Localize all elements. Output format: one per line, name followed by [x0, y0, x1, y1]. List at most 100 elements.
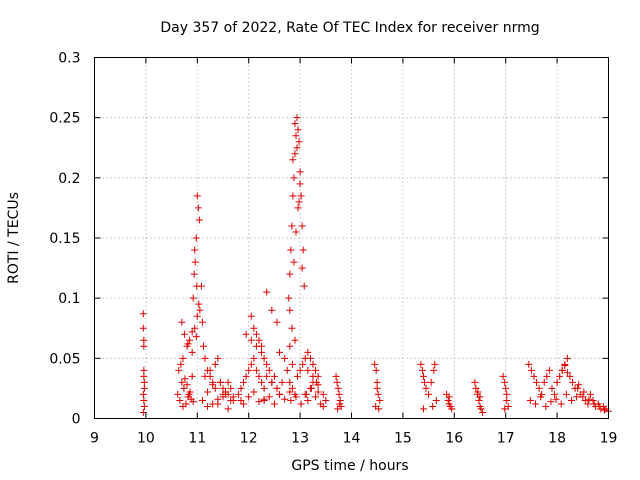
data-point: [547, 398, 555, 406]
data-point: [291, 120, 299, 128]
data-point: [297, 400, 305, 408]
data-point: [204, 402, 212, 410]
data-point: [530, 372, 538, 380]
chart-title: Day 357 of 2022, Rate Of TEC Index for r…: [160, 20, 539, 36]
data-point: [255, 372, 263, 380]
data-point: [140, 366, 148, 374]
data-point: [180, 384, 188, 392]
data-point: [503, 396, 511, 404]
data-point: [298, 222, 306, 230]
data-point: [189, 398, 197, 406]
x-tick-label: 18: [548, 431, 566, 447]
y-tick-label: 0.15: [49, 231, 80, 247]
data-point: [258, 348, 266, 356]
y-tick-label: 0.05: [49, 351, 80, 367]
data-point: [195, 300, 203, 308]
data-point: [186, 336, 194, 344]
data-point: [573, 393, 581, 401]
data-point: [567, 396, 575, 404]
data-point: [288, 324, 296, 332]
data-point: [227, 384, 235, 392]
data-point: [276, 390, 284, 398]
data-point: [191, 324, 199, 332]
data-point: [561, 362, 569, 370]
data-point: [575, 381, 583, 389]
data-point: [373, 378, 381, 386]
data-point: [374, 390, 382, 398]
data-point: [193, 192, 201, 200]
data-point: [289, 192, 297, 200]
data-point: [258, 342, 266, 350]
data-point: [288, 384, 296, 392]
data-point: [504, 402, 512, 410]
data-point: [372, 366, 380, 374]
data-point: [204, 388, 212, 396]
data-point: [309, 372, 317, 380]
data-point: [304, 366, 312, 374]
data-point: [209, 381, 217, 389]
data-point: [214, 395, 222, 403]
x-tick-label: 9: [90, 431, 99, 447]
data-point: [562, 390, 570, 398]
data-point: [563, 369, 571, 377]
data-point: [448, 405, 456, 413]
data-point: [183, 381, 191, 389]
data-point: [227, 396, 235, 404]
y-tick-label: 0: [72, 412, 81, 428]
grid: [94, 57, 609, 419]
data-point: [288, 222, 296, 230]
data-point: [420, 378, 428, 386]
data-point: [178, 378, 186, 386]
data-point: [286, 388, 294, 396]
data-point: [432, 396, 440, 404]
data-point: [299, 360, 307, 368]
data-point: [557, 400, 565, 408]
data-point: [185, 390, 193, 398]
data-point: [288, 360, 296, 368]
data-point: [175, 366, 183, 374]
data-point: [140, 384, 148, 392]
data-point: [201, 372, 209, 380]
data-point: [566, 372, 574, 380]
data-point: [290, 258, 298, 266]
data-point: [242, 330, 250, 338]
data-point: [548, 384, 556, 392]
data-point: [193, 312, 201, 320]
data-point: [260, 396, 268, 404]
data-point: [535, 384, 543, 392]
data-point: [589, 396, 597, 404]
data-point: [333, 378, 341, 386]
data-point: [265, 393, 273, 401]
data-point: [176, 396, 184, 404]
data-point: [553, 378, 561, 386]
data-point: [265, 366, 273, 374]
data-point: [188, 348, 196, 356]
x-tick-label: 12: [240, 431, 258, 447]
data-point: [600, 406, 608, 414]
data-point: [590, 400, 598, 408]
data-point: [140, 372, 148, 380]
data-point: [287, 396, 295, 404]
data-point: [180, 330, 188, 338]
data-point: [260, 384, 268, 392]
data-point: [542, 402, 550, 410]
data-point: [242, 372, 250, 380]
data-point: [430, 366, 438, 374]
data-point: [139, 390, 147, 398]
data-point: [314, 381, 322, 389]
data-point: [298, 264, 306, 272]
x-tick-label: 10: [137, 431, 155, 447]
data-point: [224, 378, 232, 386]
data-point: [312, 393, 320, 401]
data-point: [292, 228, 300, 236]
data-point: [294, 204, 302, 212]
data-point: [206, 366, 214, 374]
data-point: [563, 354, 571, 362]
data-point: [527, 366, 535, 374]
data-point: [569, 378, 577, 386]
data-point: [540, 378, 548, 386]
data-point: [190, 270, 198, 278]
data-point: [319, 390, 327, 398]
data-point: [584, 400, 592, 408]
y-tick-label: 0.1: [58, 291, 80, 307]
